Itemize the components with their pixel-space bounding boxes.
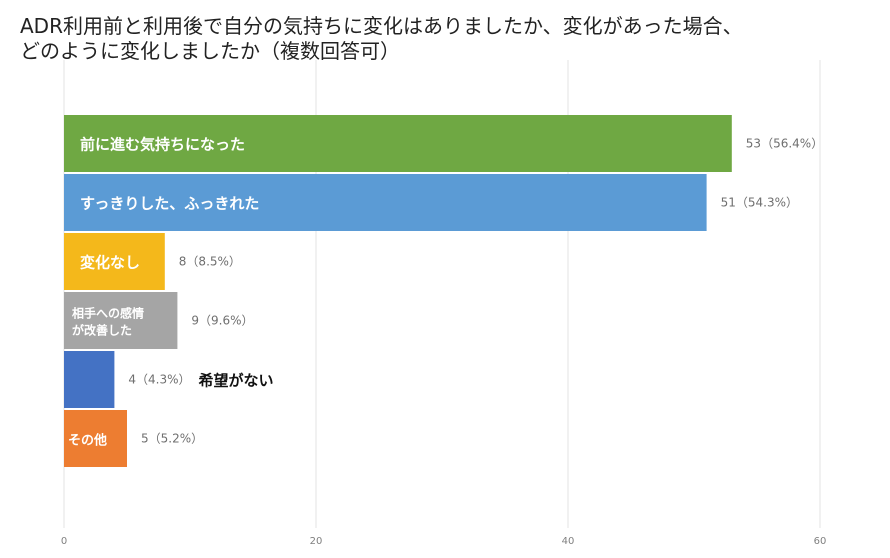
x-tick-label: 60	[814, 536, 827, 547]
chart-title-line-2: どのように変化しましたか（複数回答可）	[20, 39, 400, 63]
category-label-line: が改善した	[72, 323, 132, 338]
category-label: すっきりした、ふっきれた	[80, 195, 259, 213]
x-tick-label: 20	[310, 536, 323, 547]
category-label: 相手への感情が改善した	[72, 306, 144, 338]
bar	[64, 410, 127, 467]
x-tick-label: 0	[61, 536, 67, 547]
value-label: 5（5.2%）	[141, 432, 203, 446]
chart-title-line-1: ADR利用前と利用後で自分の気持ちに変化はありましたか、変化があった場合、	[20, 14, 743, 38]
category-label: 前に進む気持ちになった	[80, 136, 245, 154]
value-label: 53（56.4%）	[746, 137, 823, 151]
value-label: 4（4.3%）	[128, 373, 190, 387]
category-label: その他	[68, 433, 107, 449]
category-label-line: 相手への感情	[72, 306, 144, 321]
bar	[64, 115, 732, 172]
bar	[64, 351, 115, 408]
chart-title: ADR利用前と利用後で自分の気持ちに変化はありましたか、変化があった場合、 どの…	[20, 14, 885, 64]
bar	[64, 292, 178, 349]
category-label: 希望がない	[199, 372, 274, 390]
bar	[64, 174, 707, 231]
category-label: 変化なし	[80, 254, 140, 272]
x-tick-label: 40	[562, 536, 575, 547]
value-label: 8（8.5%）	[179, 255, 241, 269]
bar	[64, 233, 165, 290]
value-label: 9（9.6%）	[191, 314, 253, 328]
value-label: 51（54.3%）	[721, 196, 798, 210]
